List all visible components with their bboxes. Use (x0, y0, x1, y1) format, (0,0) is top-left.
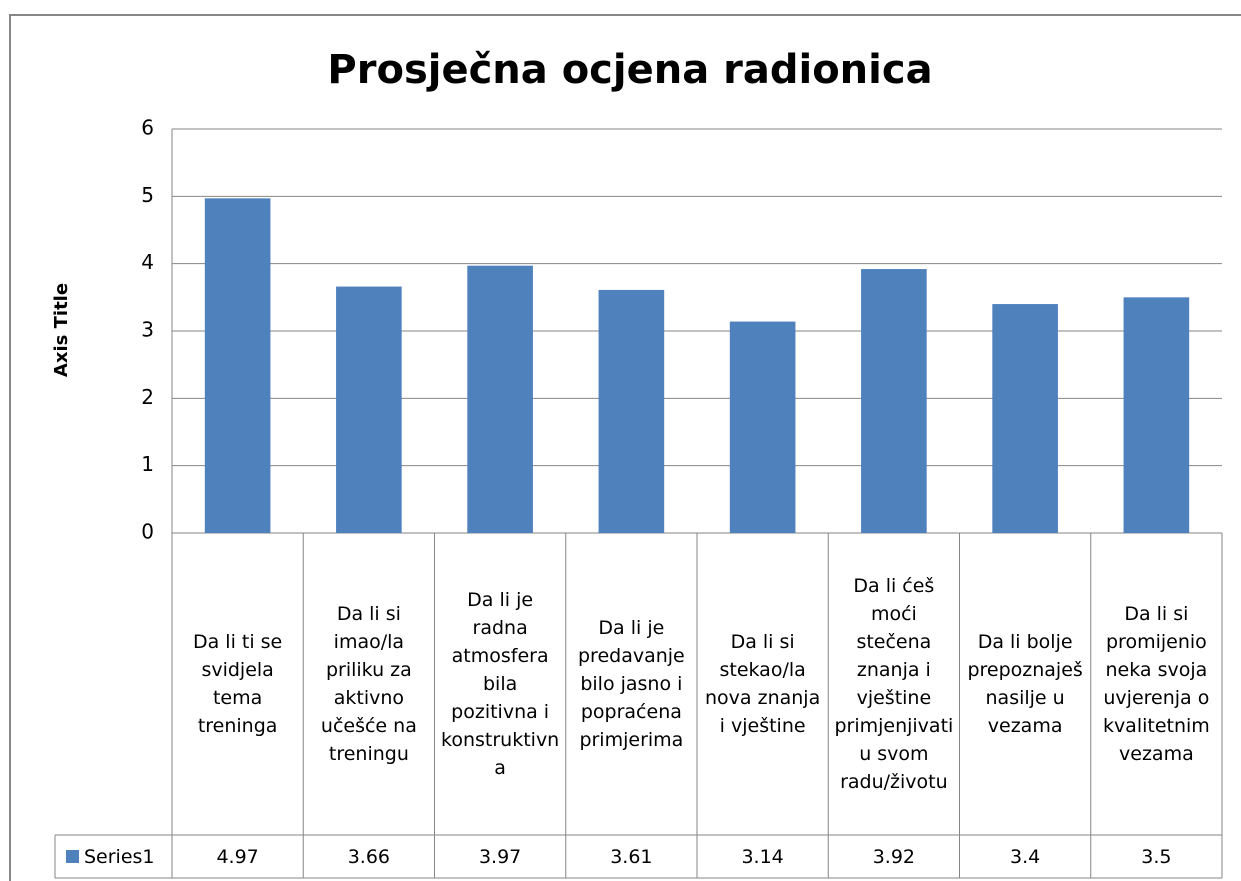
x-tick-label: Da li je radna atmosfera bila pozitivna … (441, 589, 560, 779)
data-table-value: 3.92 (872, 845, 916, 868)
legend-label: Series1 (84, 845, 155, 868)
y-tick-label: 5 (141, 183, 154, 207)
x-tick-label: Da li je predavanje bilo jasno i popraće… (578, 617, 685, 751)
y-tick-label: 1 (141, 452, 154, 476)
y-tick-label: 3 (141, 318, 154, 342)
data-table-value: 4.97 (216, 845, 259, 868)
bar (861, 269, 927, 533)
y-tick-label: 2 (141, 385, 154, 409)
legend-swatch (66, 850, 79, 863)
chart-title: Prosječna ocjena radionica (327, 47, 932, 93)
bar (729, 321, 796, 533)
y-tick-label: 4 (141, 250, 154, 274)
x-tick-label: Da li bolje prepoznaješ nasilje u vezama (967, 631, 1083, 737)
x-tick-label: Da li ti se svidjela tema treninga (192, 631, 283, 737)
data-table-value: 3.5 (1141, 845, 1172, 868)
x-tick-label: Da li si imao/la priliku za aktivno učeš… (320, 603, 417, 765)
data-table-value: 3.66 (347, 845, 391, 868)
data-table-value: 3.97 (478, 845, 522, 868)
x-tick-label: Da li ćeš moći stečena znanja i vještine… (834, 575, 954, 793)
bar (992, 304, 1058, 533)
bar (467, 265, 533, 533)
x-tick-label: Da li si stekao/la nova znanja i vještin… (705, 631, 821, 737)
data-table-value: 3.61 (610, 845, 653, 868)
bar (336, 286, 402, 533)
data-table-value: 3.14 (741, 845, 784, 868)
y-tick-label: 6 (141, 116, 154, 140)
y-tick-label: 0 (141, 520, 154, 544)
bar (598, 289, 665, 533)
bar (204, 198, 271, 533)
bar (1123, 297, 1190, 533)
data-table-value: 3.4 (1010, 845, 1041, 868)
y-axis-title: Axis Title (51, 283, 72, 377)
x-tick-label: Da li si promijenio neka svoja uvjerenja… (1102, 603, 1210, 765)
